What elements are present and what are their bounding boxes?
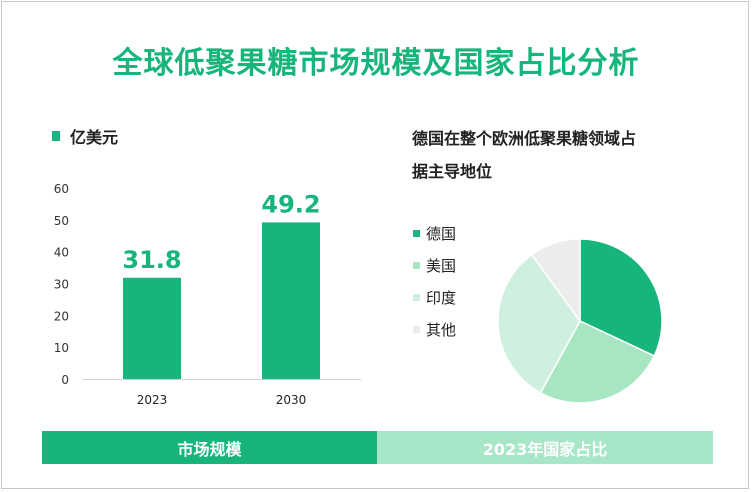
pie-legend-item-germany: 德国 — [413, 217, 456, 249]
pie-legend-swatch — [413, 261, 420, 269]
footer-left-bar: 市场规模 — [42, 431, 377, 464]
bar-value-label: 31.8 — [122, 246, 181, 274]
pie-legend-label: 其他 — [426, 320, 457, 339]
pie-slice — [530, 238, 581, 324]
pie-legend-label: 德国 — [426, 224, 457, 243]
pie-legend-swatch — [413, 229, 420, 237]
pie-legend-label: 印度 — [426, 288, 457, 307]
pie-legend-swatch — [413, 293, 420, 301]
pie-title-line-2: 据主导地位 — [412, 162, 493, 181]
x-tick-label: 2023 — [137, 393, 168, 407]
pie-title: 德国在整个欧洲低聚果糖领域占 据主导地位 — [412, 122, 702, 188]
y-tick-label: 40 — [54, 246, 69, 260]
pie-legend-item-india: 印度 — [413, 281, 456, 313]
bar-legend: 亿美元 — [52, 124, 118, 148]
pie-legend: 德国 美国 印度 其他 — [413, 217, 456, 345]
y-tick-label: 10 — [54, 341, 69, 355]
bar-value-label: 49.2 — [261, 190, 320, 218]
y-tick-label: 60 — [54, 182, 69, 196]
pie-title-line-1: 德国在整个欧洲低聚果糖领域占 — [412, 129, 637, 148]
page-title: 全球低聚果糖市场规模及国家占比分析 — [112, 46, 640, 81]
pie-legend-swatch — [413, 325, 420, 333]
footer-left-label: 市场规模 — [177, 439, 242, 459]
footer-right-bar: 2023年国家占比 — [377, 431, 713, 464]
y-tick-label: 50 — [54, 214, 69, 228]
pie-legend-item-other: 其他 — [413, 313, 456, 345]
bar — [123, 277, 181, 379]
y-tick-label: 20 — [54, 309, 69, 323]
y-tick-label: 30 — [54, 278, 69, 292]
pie-legend-label: 美国 — [426, 256, 457, 275]
bar — [262, 222, 320, 379]
bar-legend-label: 亿美元 — [70, 128, 119, 147]
pie-legend-item-usa: 美国 — [413, 249, 456, 281]
x-tick-label: 2030 — [276, 393, 307, 407]
bar-legend-swatch — [52, 131, 60, 141]
pie-slice — [497, 253, 581, 394]
footer-right-label: 2023年国家占比 — [482, 439, 608, 459]
y-tick-label: 0 — [61, 373, 69, 387]
pie-slice — [579, 238, 663, 357]
